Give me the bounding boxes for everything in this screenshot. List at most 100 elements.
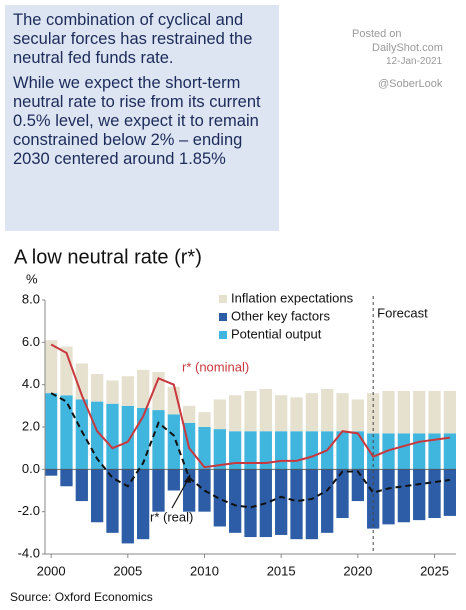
y-unit: % xyxy=(26,271,38,286)
x-tick-label: 2020 xyxy=(343,563,372,578)
bar xyxy=(290,469,303,540)
bar xyxy=(397,391,410,434)
bar xyxy=(321,431,334,470)
x-tick-label: 2015 xyxy=(267,563,296,578)
bar xyxy=(137,407,150,470)
watermark: Posted on xyxy=(352,28,402,40)
bar xyxy=(121,405,134,470)
bar xyxy=(367,469,380,529)
bar xyxy=(106,403,119,470)
bar xyxy=(351,469,364,502)
y-tick-label: 4.0 xyxy=(22,376,40,391)
line-label: r* (nominal) xyxy=(182,359,249,374)
legend-label: Inflation expectations xyxy=(231,290,354,305)
bar xyxy=(167,386,180,415)
bar xyxy=(183,405,196,423)
bar xyxy=(428,433,441,470)
bar xyxy=(75,399,88,470)
bar xyxy=(106,469,119,533)
bar xyxy=(244,469,257,538)
bar xyxy=(152,371,165,411)
bar xyxy=(259,388,272,432)
annotation-arrow xyxy=(171,475,191,509)
bar xyxy=(336,469,349,519)
bar xyxy=(382,469,395,525)
bar xyxy=(229,431,242,470)
bar xyxy=(152,469,165,512)
bar xyxy=(382,433,395,470)
y-tick-label: 0.0 xyxy=(22,461,40,476)
bar xyxy=(290,431,303,470)
bar xyxy=(413,433,426,470)
bar xyxy=(75,469,88,502)
bar xyxy=(443,391,456,434)
bar xyxy=(137,369,150,408)
note-paragraph: While we expect the short-term neutral r… xyxy=(13,74,261,168)
bar xyxy=(75,363,88,400)
bar xyxy=(91,401,104,470)
bar xyxy=(152,410,165,470)
watermark: @SoberLook xyxy=(378,78,443,90)
bar xyxy=(229,469,242,533)
note-paragraph: The combination of cyclical and secular … xyxy=(13,11,253,67)
bar xyxy=(244,391,257,432)
bar xyxy=(443,469,456,516)
bar xyxy=(275,469,288,535)
y-tick-label: 2.0 xyxy=(22,418,40,433)
bar xyxy=(290,397,303,432)
bar xyxy=(305,469,318,540)
bar xyxy=(106,380,119,404)
bar xyxy=(45,393,58,470)
bar xyxy=(167,469,180,491)
watermark: 12-Jan-2021 xyxy=(386,56,443,67)
bar xyxy=(213,469,226,527)
bar xyxy=(336,431,349,470)
bar xyxy=(321,388,334,432)
x-tick-label: 2005 xyxy=(113,563,142,578)
bar xyxy=(413,469,426,521)
bar xyxy=(121,376,134,406)
line-label: r* (real) xyxy=(150,509,193,524)
line xyxy=(50,392,451,509)
bar xyxy=(305,431,318,470)
bar xyxy=(198,469,211,512)
bar xyxy=(351,399,364,432)
bar xyxy=(183,422,196,470)
bar xyxy=(167,414,180,470)
bar xyxy=(91,469,104,523)
bar xyxy=(259,469,272,538)
legend-label: Other key factors xyxy=(231,308,330,323)
line xyxy=(50,343,451,469)
note-box: The combination of cyclical and secular … xyxy=(5,5,279,231)
y-tick-label: -2.0 xyxy=(18,503,40,518)
bar xyxy=(60,469,73,487)
bar xyxy=(443,433,456,470)
bar xyxy=(121,469,134,544)
x-tick-label: 2025 xyxy=(420,563,449,578)
x-tick-label: 2010 xyxy=(190,563,219,578)
bar xyxy=(428,469,441,519)
bar xyxy=(275,431,288,470)
bar xyxy=(428,391,441,434)
y-tick-label: 6.0 xyxy=(22,334,40,349)
bar xyxy=(367,433,380,470)
legend-swatch xyxy=(219,313,227,321)
arrow-head xyxy=(184,474,191,483)
bar xyxy=(321,469,334,533)
source: Source: Oxford Economics xyxy=(10,590,153,604)
bar xyxy=(336,393,349,432)
bar xyxy=(137,469,150,540)
y-tick-label: -4.0 xyxy=(18,545,40,560)
bar xyxy=(198,412,211,427)
bar xyxy=(198,427,211,470)
bar xyxy=(397,433,410,470)
bar xyxy=(183,469,196,512)
bar xyxy=(45,469,58,476)
bar xyxy=(397,469,410,523)
bar xyxy=(60,395,73,470)
bar xyxy=(213,429,226,470)
chart-title: A low neutral rate (r*) xyxy=(14,246,202,268)
bar xyxy=(45,340,58,394)
y-tick-label: 8.0 xyxy=(22,291,40,306)
